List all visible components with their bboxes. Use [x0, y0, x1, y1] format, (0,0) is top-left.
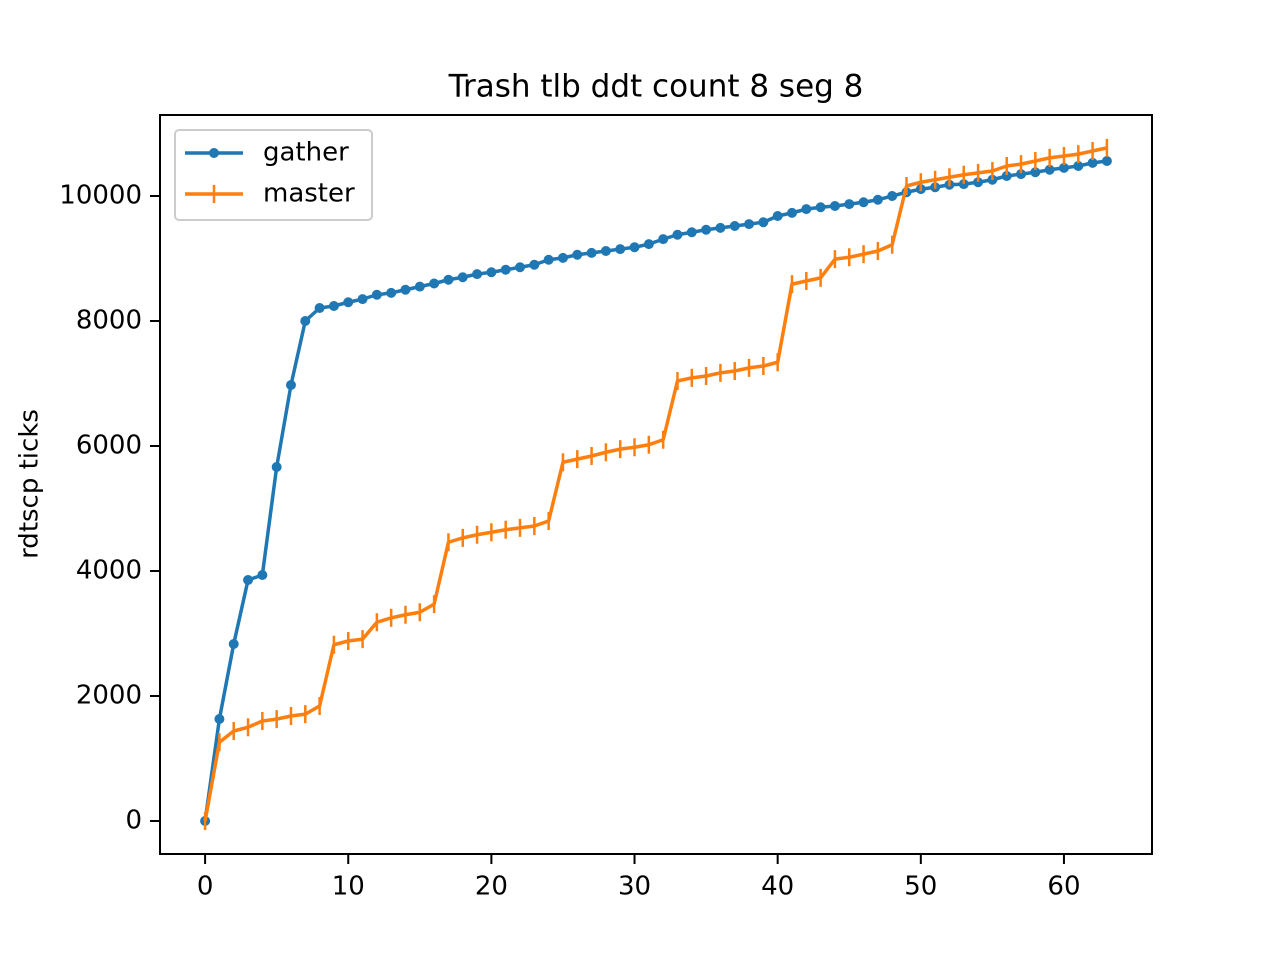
point	[228, 639, 239, 649]
point	[371, 289, 382, 300]
x-tick-label: 0	[197, 872, 214, 902]
point	[285, 380, 296, 390]
point	[572, 249, 583, 260]
point	[672, 229, 683, 240]
y-axis-label: rdtscp ticks	[15, 409, 45, 559]
y-tick-label: 10000	[59, 181, 142, 211]
point	[629, 242, 640, 253]
point	[744, 219, 755, 230]
x-tick-label: 50	[904, 872, 937, 902]
series-line	[203, 146, 1108, 822]
point	[543, 254, 554, 265]
point	[829, 201, 840, 211]
point	[443, 274, 454, 285]
point	[457, 272, 468, 283]
point	[872, 194, 883, 205]
point	[586, 247, 597, 258]
point	[786, 207, 797, 218]
point	[486, 267, 497, 278]
y-tick-label: 2000	[76, 681, 142, 711]
point	[500, 264, 511, 275]
point	[643, 239, 654, 250]
point	[715, 222, 726, 233]
point	[887, 191, 898, 201]
point	[257, 570, 268, 580]
point	[958, 179, 969, 190]
x-tick-label: 60	[1047, 872, 1080, 902]
point	[973, 177, 984, 188]
point	[1058, 162, 1069, 173]
point	[214, 714, 225, 724]
point	[209, 148, 219, 158]
point	[386, 287, 397, 298]
point	[243, 575, 254, 585]
y-tick-label: 4000	[76, 556, 142, 586]
plot-frame	[159, 114, 1153, 855]
point	[314, 303, 325, 313]
point	[300, 316, 311, 326]
point	[772, 211, 783, 221]
point	[472, 269, 483, 280]
y-tick-label: 8000	[76, 306, 142, 336]
point	[1101, 156, 1112, 166]
point	[658, 234, 669, 245]
x-tick-label: 40	[761, 872, 794, 902]
point	[729, 221, 740, 231]
x-tick-label: 10	[332, 872, 365, 902]
point	[414, 281, 425, 292]
point	[343, 297, 354, 308]
point	[615, 244, 626, 255]
point	[1044, 164, 1055, 175]
point	[400, 284, 411, 295]
point	[1016, 169, 1027, 180]
x-tick-label: 20	[475, 872, 508, 902]
legend-label: master	[263, 179, 355, 209]
y-tick-label: 0	[125, 806, 142, 836]
point	[701, 224, 712, 235]
point	[815, 202, 826, 213]
chart-title: Trash tlb ddt count 8 seg 8	[448, 69, 864, 105]
x-tick-label: 30	[618, 872, 651, 902]
series-line	[203, 159, 1108, 822]
point	[515, 262, 526, 273]
point	[858, 197, 869, 208]
point	[557, 252, 568, 263]
point	[271, 462, 282, 472]
point	[429, 278, 440, 289]
point	[600, 246, 611, 256]
point	[1030, 167, 1041, 178]
point	[758, 217, 769, 228]
point	[328, 301, 339, 311]
point	[357, 294, 368, 305]
legend-label: gather	[263, 138, 349, 168]
point	[1087, 157, 1098, 168]
point	[801, 204, 812, 215]
y-tick-label: 6000	[76, 431, 142, 461]
point	[529, 259, 540, 270]
point	[844, 199, 855, 210]
point	[1001, 171, 1012, 181]
point	[686, 227, 697, 238]
point	[1073, 161, 1084, 171]
